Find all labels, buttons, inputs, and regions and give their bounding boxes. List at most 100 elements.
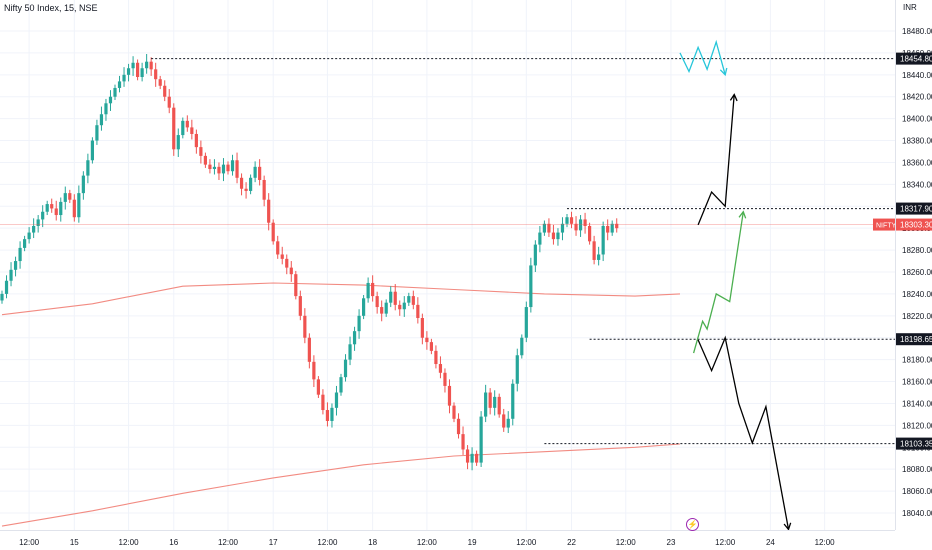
candle-body (203, 155, 207, 165)
candle-body (104, 103, 108, 115)
candle-body (597, 254, 601, 260)
candle-body (321, 394, 325, 411)
candle-body (122, 74, 126, 82)
x-tick-label: 23 (667, 538, 676, 547)
candle-body (565, 217, 569, 224)
x-tick-label: 17 (269, 538, 278, 547)
candle-body (262, 179, 266, 200)
lightning-event-icon[interactable]: ⚡ (686, 518, 699, 531)
y-tick-label: 18360.00 (902, 158, 932, 167)
candle-body (488, 392, 492, 408)
y-tick-label: 18180.00 (902, 356, 932, 365)
level-tag (896, 437, 932, 450)
candle-body (352, 331, 357, 345)
candle-body (86, 160, 90, 176)
candle-body (136, 62, 140, 78)
candle-body (45, 204, 49, 212)
candle-body (343, 359, 348, 378)
candle-body (154, 69, 158, 80)
moving-average-upper (1, 282, 681, 316)
x-tick-label: 12:00 (815, 538, 836, 547)
time-axis[interactable]: 12:00 15 12:00 16 12:00 17 12:00 18 12:00 19 12:00… (19, 538, 835, 547)
x-tick-label: 18 (368, 538, 377, 547)
projection-arrowhead (719, 67, 728, 77)
candle-body (194, 133, 198, 148)
level-tag (896, 52, 932, 65)
candle-body (325, 410, 330, 421)
candle-body (244, 188, 248, 191)
y-tick-label: 18380.00 (902, 137, 932, 146)
y-tick-label: 18140.00 (902, 399, 932, 408)
candle-body (185, 120, 189, 128)
candle-body (145, 61, 149, 69)
candle-body (190, 127, 194, 134)
candle-body (547, 223, 551, 233)
candle-body (461, 434, 465, 450)
candle-body (443, 372, 447, 386)
candle-body (280, 254, 284, 259)
price-axis[interactable]: 18040.0018060.0018080.0018100.0018120.00… (873, 27, 932, 518)
candle-body (239, 177, 244, 189)
candle-body (533, 244, 537, 266)
candle-body (470, 453, 474, 463)
candle-body (502, 414, 506, 428)
candle-body (538, 232, 542, 245)
y-tick-label: 18440.00 (902, 71, 932, 80)
candle-body (610, 223, 614, 233)
candle-body (307, 337, 311, 362)
candle-body (149, 61, 153, 70)
candle-body (108, 96, 113, 104)
x-tick-label: 19 (468, 538, 477, 547)
candle-body (32, 225, 36, 233)
candle-body (126, 68, 131, 75)
candle-body (63, 193, 67, 202)
candle-body (348, 344, 352, 360)
candle-body (249, 177, 253, 191)
candle-body (556, 232, 560, 240)
candle-body (13, 261, 18, 270)
y-tick-label: 18060.00 (902, 487, 932, 496)
candle-body (384, 302, 388, 314)
level-tag (896, 202, 932, 215)
y-tick-label: 18040.00 (902, 509, 932, 518)
x-tick-label: 12:00 (218, 538, 239, 547)
candle-body (253, 166, 257, 178)
projection-drawings[interactable] (679, 39, 792, 531)
candle-body (217, 166, 221, 174)
price-axis-divider (895, 0, 896, 530)
projection-path-black (697, 94, 735, 226)
candle-body (393, 291, 397, 305)
candle-body (484, 392, 488, 417)
x-tick-label: 12:00 (715, 538, 736, 547)
candle-body (90, 140, 94, 161)
x-tick-label: 15 (70, 538, 79, 547)
candle-body (465, 449, 470, 463)
candle-body (339, 377, 343, 393)
candle-body (41, 211, 45, 220)
y-tick-label: 18160.00 (902, 378, 932, 387)
x-tick-label: 12:00 (317, 538, 338, 547)
moving-averages (1, 282, 681, 527)
candle-body (212, 166, 217, 170)
candle-body (506, 418, 510, 428)
candle-body (163, 85, 167, 97)
candle-body (420, 318, 424, 338)
candle-body (181, 120, 185, 136)
moving-average-lower (1, 443, 681, 527)
symbol-tag (873, 218, 895, 231)
candle-body (316, 379, 320, 395)
level-tag (896, 333, 932, 346)
y-tick-label: 18260.00 (902, 268, 932, 277)
candle-body (27, 232, 31, 240)
candle-body (371, 282, 375, 297)
horizontal-levels[interactable] (0, 58, 895, 445)
candle-body (438, 364, 443, 373)
projection-arrowhead (729, 93, 738, 102)
candle-body (588, 225, 592, 242)
x-tick-label: 22 (567, 538, 576, 547)
candle-body (0, 293, 4, 301)
y-tick-label: 18280.00 (902, 246, 932, 255)
projection-arrowhead (783, 522, 792, 531)
candle-body (81, 175, 85, 194)
